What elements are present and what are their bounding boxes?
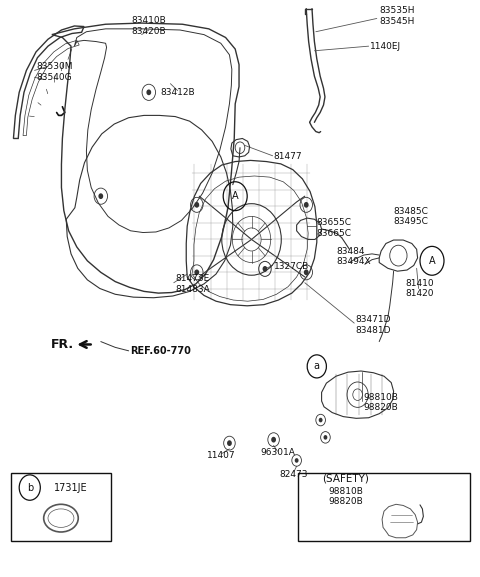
Text: 82473: 82473 xyxy=(279,470,308,479)
Text: 83484
83494X: 83484 83494X xyxy=(336,247,371,267)
Circle shape xyxy=(319,418,323,422)
Text: 11407: 11407 xyxy=(207,451,236,460)
Text: 81410
81420: 81410 81420 xyxy=(406,279,434,298)
Text: A: A xyxy=(429,256,435,266)
Circle shape xyxy=(227,440,232,446)
Text: 81477: 81477 xyxy=(274,152,302,162)
Circle shape xyxy=(295,458,299,463)
Text: 83412B: 83412B xyxy=(160,88,195,97)
Circle shape xyxy=(263,266,267,272)
Text: 96301A: 96301A xyxy=(260,448,295,458)
Text: 98810B
98820B: 98810B 98820B xyxy=(364,393,399,413)
Circle shape xyxy=(271,437,276,443)
Text: REF.60-770: REF.60-770 xyxy=(131,346,192,356)
Circle shape xyxy=(304,202,309,208)
Text: 98810B: 98810B xyxy=(328,487,363,496)
Text: (SAFETY): (SAFETY) xyxy=(322,474,369,484)
Circle shape xyxy=(146,89,151,95)
Text: 81473E
81483A: 81473E 81483A xyxy=(175,274,210,294)
Circle shape xyxy=(194,202,199,208)
Text: 83530M
83540G: 83530M 83540G xyxy=(36,62,72,82)
Bar xyxy=(298,473,470,541)
Text: FR.: FR. xyxy=(50,338,73,351)
Text: a: a xyxy=(314,361,320,372)
Bar xyxy=(11,473,111,541)
Text: b: b xyxy=(26,482,33,493)
Text: 1327CB: 1327CB xyxy=(274,262,309,271)
Text: 1731JE: 1731JE xyxy=(54,482,88,493)
Text: 83471D
83481D: 83471D 83481D xyxy=(355,315,391,335)
Circle shape xyxy=(324,435,327,440)
Text: 1140EJ: 1140EJ xyxy=(370,42,401,51)
Text: 98820B: 98820B xyxy=(328,497,363,507)
Text: 83410B
83420B: 83410B 83420B xyxy=(132,16,166,36)
Circle shape xyxy=(194,269,199,275)
Text: A: A xyxy=(232,191,239,201)
Text: 83485C
83495C: 83485C 83495C xyxy=(394,207,429,226)
Text: 83535H
83545H: 83535H 83545H xyxy=(379,6,415,26)
Circle shape xyxy=(304,269,309,275)
Circle shape xyxy=(98,193,103,199)
Text: 83655C
83665C: 83655C 83665C xyxy=(317,218,352,238)
